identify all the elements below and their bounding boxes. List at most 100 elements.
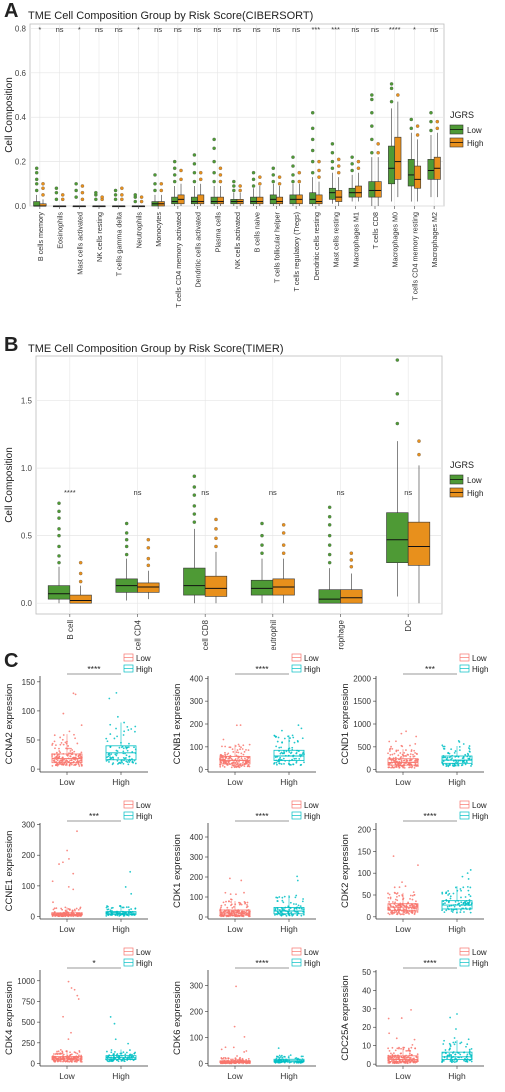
scatter-point-low: [238, 764, 241, 766]
box-high: [414, 165, 422, 189]
scatter-point-high: [128, 755, 131, 758]
scatter-point-low: [409, 898, 411, 900]
scatter-point-low: [70, 1031, 72, 1034]
y-axis-label: CCNB1 expression: [172, 684, 183, 765]
scatter-point-low: [393, 886, 396, 889]
legend-title: JGRS: [450, 110, 474, 120]
x-tick-label: Low: [59, 924, 75, 934]
scatter-point-high: [448, 764, 451, 766]
scatter-point-high: [463, 1059, 465, 1062]
scatter-point-high: [453, 1037, 456, 1039]
scatter-point-high: [112, 1059, 115, 1062]
scatter-point-high: [111, 763, 114, 766]
box-high: [441, 755, 473, 764]
scatter-point-low: [396, 899, 399, 902]
scatter-point-low: [393, 752, 396, 755]
outlier-point: [214, 536, 218, 541]
scatter-point-high: [273, 762, 276, 764]
scatter-point-low: [413, 894, 416, 896]
scatter-point-low: [220, 911, 222, 913]
scatter-point-low: [62, 861, 64, 864]
scatter-point-high: [447, 890, 450, 892]
scatter-point-high: [293, 757, 296, 760]
outlier-point: [192, 520, 197, 524]
scatter-point-low: [388, 913, 391, 916]
scatter-point-low: [248, 743, 251, 746]
scatter-point-high: [283, 751, 286, 754]
scatter-point-high: [278, 908, 281, 911]
scatter-point-low: [402, 907, 405, 910]
scatter-point-low: [61, 908, 64, 911]
x-tick-label: T cells CD8: [371, 212, 380, 249]
scatter-point-low: [225, 900, 227, 903]
scatter-point-high: [278, 896, 281, 898]
scatter-point-low: [230, 757, 233, 760]
scatter-point-high: [114, 753, 117, 756]
scatter-point-low: [388, 748, 391, 751]
scatter-point-low: [238, 760, 240, 763]
scatter-point-low: [243, 1051, 246, 1053]
scatter-point-low: [237, 751, 240, 754]
y-axis-label: Cell Composition: [4, 77, 15, 153]
scatter-point-high: [296, 875, 299, 878]
scatter-point-low: [59, 736, 62, 739]
scatter-point-high: [442, 745, 445, 748]
y-tick-label: 0.6: [15, 69, 27, 78]
scatter-point-high: [467, 757, 470, 760]
significance-label: ****: [255, 811, 269, 821]
scatter-point-high: [462, 886, 465, 889]
outlier-point: [327, 533, 332, 538]
scatter-point-high: [448, 1053, 451, 1055]
scatter-point-low: [411, 910, 414, 913]
scatter-point-high: [133, 746, 135, 749]
scatter-point-low: [222, 910, 225, 913]
y-tick-label: 0: [31, 913, 36, 922]
scatter-point-low: [224, 891, 227, 894]
scatter-point-high: [128, 761, 131, 763]
scatter-point-low: [245, 749, 247, 751]
scatter-point-low: [413, 907, 416, 910]
x-tick-label: High: [280, 777, 298, 787]
scatter-point-high: [466, 872, 469, 875]
scatter-point-low: [70, 759, 73, 762]
outlier-point: [179, 168, 183, 173]
scatter-point-low: [410, 1057, 412, 1059]
scatter-point-low: [413, 749, 416, 752]
scatter-point-high: [446, 756, 449, 759]
scatter-point-high: [454, 1053, 457, 1056]
outlier-point: [370, 97, 374, 102]
scatter-point-high: [130, 892, 133, 895]
scatter-point-low: [220, 1048, 223, 1051]
significance-label: ns: [154, 25, 162, 34]
scatter-point-low: [395, 911, 398, 913]
scatter-point-high: [110, 757, 113, 759]
scatter-point-low: [58, 1060, 61, 1062]
scatter-point-high: [116, 735, 118, 738]
scatter-point-high: [107, 755, 110, 758]
scatter-point-high: [281, 907, 284, 910]
scatter-point-low: [227, 752, 230, 755]
scatter-point-low: [53, 1060, 56, 1063]
scatter-point-low: [64, 741, 67, 744]
y-tick-label: 0: [199, 913, 204, 922]
scatter-point-high: [293, 1061, 296, 1064]
x-tick-label: DC: [404, 620, 413, 632]
x-tick-label: Mast cells resting: [332, 212, 341, 268]
scatter-point-high: [108, 697, 111, 700]
y-tick-label: 0.4: [15, 113, 27, 122]
y-tick-label: 0.5: [21, 532, 33, 541]
scatter-point-high: [278, 1054, 281, 1057]
scatter-point-high: [295, 907, 298, 910]
scatter-point-high: [448, 1048, 451, 1051]
scatter-point-high: [117, 1060, 120, 1063]
outlier-point: [113, 197, 118, 202]
scatter-point-high: [462, 743, 465, 745]
scatter-point-high: [297, 750, 300, 753]
scatter-point-low: [391, 753, 394, 756]
y-axis-label: CDK6 expression: [172, 981, 183, 1055]
scatter-point-low: [221, 745, 223, 748]
scatter-point-low: [232, 761, 235, 764]
scatter-point-low: [60, 907, 63, 910]
y-tick-label: 750: [22, 997, 36, 1006]
scatter-point-high: [443, 745, 446, 748]
